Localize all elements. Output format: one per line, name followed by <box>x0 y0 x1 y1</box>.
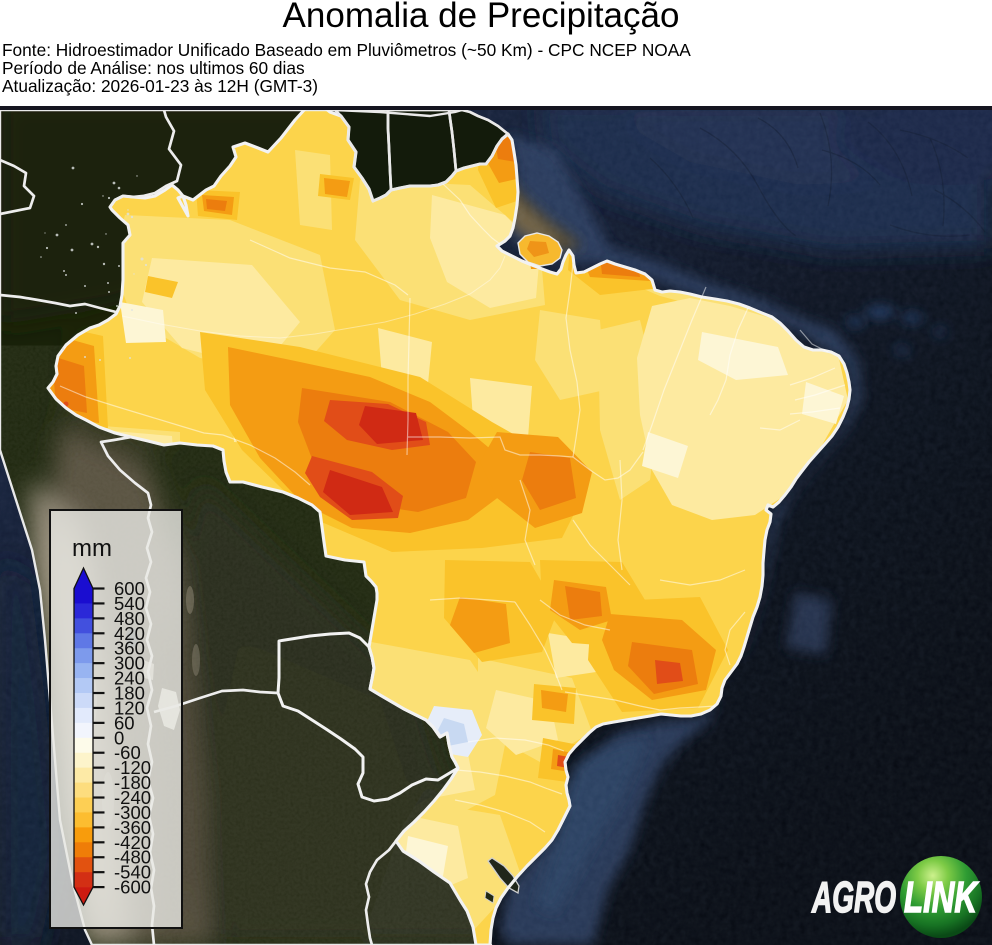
svg-text:-240: -240 <box>114 787 151 808</box>
svg-text:60: 60 <box>114 712 135 733</box>
svg-text:540: 540 <box>114 593 145 614</box>
svg-text:0: 0 <box>114 727 124 748</box>
svg-text:600: 600 <box>114 578 145 599</box>
svg-text:-480: -480 <box>114 847 151 868</box>
svg-text:300: 300 <box>114 653 145 674</box>
svg-text:-420: -420 <box>114 832 151 853</box>
svg-text:-300: -300 <box>114 802 151 823</box>
svg-text:360: 360 <box>114 638 145 659</box>
svg-text:180: 180 <box>114 683 145 704</box>
svg-text:-540: -540 <box>114 862 151 883</box>
svg-text:-120: -120 <box>114 757 151 778</box>
svg-text:240: 240 <box>114 668 145 689</box>
svg-text:420: 420 <box>114 623 145 644</box>
svg-text:120: 120 <box>114 697 145 718</box>
svg-text:480: 480 <box>114 608 145 629</box>
svg-text:-180: -180 <box>114 772 151 793</box>
svg-text:mm: mm <box>72 535 112 562</box>
svg-text:AGRO: AGRO <box>811 873 896 922</box>
svg-text:-360: -360 <box>114 817 151 838</box>
svg-text:-60: -60 <box>114 742 141 763</box>
svg-text:-600: -600 <box>114 877 151 898</box>
svg-text:LINK: LINK <box>904 873 979 922</box>
